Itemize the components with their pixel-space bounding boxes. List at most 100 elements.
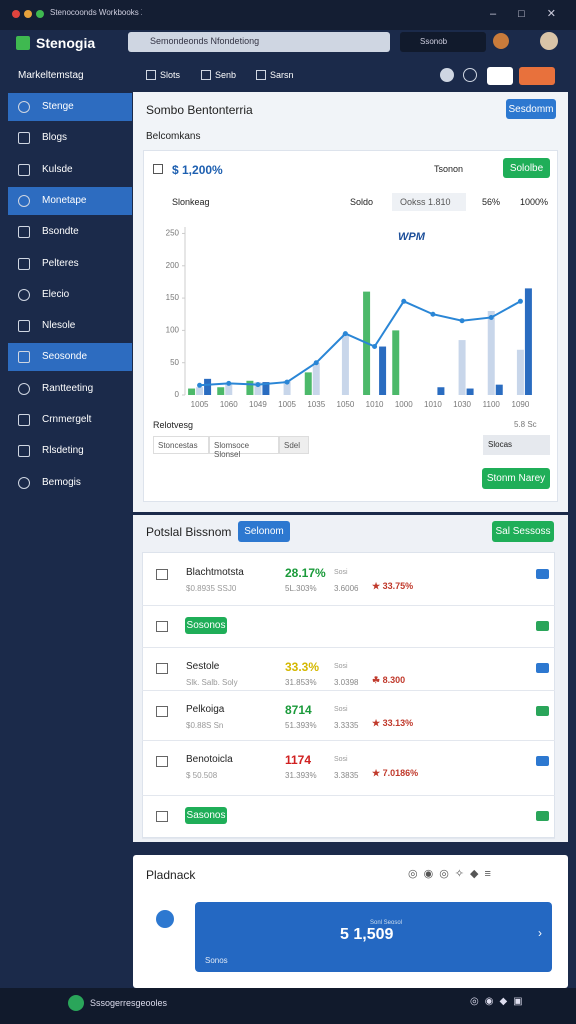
input[interactable]: Stoncestas: [153, 436, 209, 454]
x-tick-label: 1000: [395, 400, 413, 409]
window-dot[interactable]: [24, 10, 32, 18]
toolbar-button[interactable]: [487, 67, 513, 85]
row-col: Sosi: [334, 569, 348, 576]
row-stat: ★ 33.75%: [372, 581, 414, 591]
submit-button[interactable]: Stonm Narey: [482, 468, 550, 489]
row-check[interactable]: [536, 811, 549, 821]
range[interactable]: Ookss 1.810: [392, 193, 466, 211]
workspace-select[interactable]: Markeltemstag: [18, 70, 84, 81]
chart-annotation: WPM: [398, 231, 426, 243]
toolbar-item[interactable]: Senb: [215, 70, 237, 80]
title-bar: [0, 0, 576, 30]
zoom[interactable]: 56%: [482, 197, 501, 207]
row-check[interactable]: [536, 756, 549, 766]
line-point: [342, 331, 348, 337]
zoom-max[interactable]: 1000%: [520, 197, 549, 207]
y-tick-label: 100: [166, 325, 180, 334]
bar: [204, 378, 212, 395]
bar: [392, 330, 400, 395]
sidebar-item[interactable]: Pelteres: [42, 257, 79, 269]
sidebar-item[interactable]: Stenge: [42, 101, 74, 112]
row-check[interactable]: [536, 663, 549, 673]
window-dot[interactable]: [12, 10, 20, 18]
sidebar-item[interactable]: Seosonde: [42, 351, 88, 363]
row-check[interactable]: [536, 706, 549, 716]
browser-tab[interactable]: Stenocoonds Workbooks X: [50, 8, 142, 17]
portfolio-tab[interactable]: Selonom: [238, 521, 290, 542]
row-icon: [156, 663, 168, 674]
feedback-next[interactable]: ›: [538, 926, 542, 940]
overview-button[interactable]: Sesdomm: [506, 99, 556, 119]
sidebar-item[interactable]: Nlesole: [42, 320, 76, 332]
row-name[interactable]: Sestole: [186, 661, 220, 672]
bar: [283, 380, 291, 395]
row-name[interactable]: Pelkoiga: [186, 704, 225, 715]
feedback-value: 5 1,509: [340, 926, 394, 943]
avatar[interactable]: [493, 33, 509, 49]
sidebar-item[interactable]: Elecio: [42, 288, 70, 300]
toolbar-icon: [146, 70, 156, 80]
toolbar-item[interactable]: Sarsn: [270, 70, 294, 80]
search-box[interactable]: Semondeonds Nfondetiong: [128, 32, 390, 52]
account[interactable]: Ssonob: [400, 32, 486, 52]
window-controls[interactable]: –□✕: [490, 8, 576, 20]
line-point: [517, 298, 523, 304]
feedback-caption: Sonos: [205, 956, 228, 965]
sidebar-active: [8, 343, 132, 372]
row-check[interactable]: [536, 569, 549, 579]
input[interactable]: Sdel: [279, 436, 309, 454]
row-check[interactable]: [536, 621, 549, 631]
toolbar-button[interactable]: [463, 68, 477, 82]
action-button[interactable]: Sololbe: [503, 158, 550, 178]
x-tick-label: 1100: [483, 400, 501, 409]
x-tick-label: 1030: [453, 400, 471, 409]
feedback-title: Pladnack: [146, 868, 196, 882]
toolbar-icon: [201, 70, 211, 80]
toolbar-button[interactable]: [519, 67, 555, 85]
feedback-icons[interactable]: ◎◉◎✧◆≡: [408, 868, 497, 880]
sidebar-item[interactable]: Rlsdeting: [42, 445, 84, 457]
taskbar-icons[interactable]: ◎◉◆▣: [470, 996, 529, 1007]
toolbar-item[interactable]: Slots: [160, 70, 181, 80]
row-icon: [156, 756, 168, 767]
row-name[interactable]: Blachtmotsta: [186, 567, 244, 578]
sidebar-item[interactable]: Bemogis: [42, 476, 81, 488]
row-col: Sosi: [334, 663, 348, 670]
line-point: [372, 344, 378, 350]
toggle[interactable]: Soldo: [350, 197, 374, 207]
feedback-icon[interactable]: [156, 910, 174, 928]
line-point: [430, 311, 436, 317]
sidebar-icon: [18, 445, 30, 458]
x-tick-label: 1005: [278, 400, 296, 409]
sidebar-item[interactable]: Bsondte: [42, 226, 79, 238]
sidebar-item[interactable]: Blogs: [42, 132, 68, 144]
sidebar-item[interactable]: Crnmergelt: [42, 414, 92, 425]
sidebar-icon: [18, 476, 30, 489]
line-point: [284, 379, 290, 385]
row-badge[interactable]: Sosonos: [185, 617, 227, 634]
portfolio-action[interactable]: Sal Sessoss: [492, 521, 554, 542]
sidebar-item[interactable]: Kulsde: [42, 163, 73, 175]
filter[interactable]: Tsonon: [434, 164, 464, 174]
x-tick-label: 1060: [220, 400, 238, 409]
row-badge[interactable]: Sasonos: [185, 807, 227, 824]
bar: [262, 382, 270, 395]
x-tick-label: 1049: [249, 400, 267, 409]
y-tick-label: 250: [166, 229, 180, 238]
row-col-sub: 3.0398: [334, 678, 359, 687]
sidebar-item[interactable]: Monetape: [42, 194, 87, 206]
toolbar-button[interactable]: [440, 68, 454, 82]
taskbar-status-icon[interactable]: [68, 995, 84, 1011]
input[interactable]: Slomsoce Slonsel: [209, 436, 279, 459]
row-col-sub: 3.3335: [334, 721, 359, 730]
row-name[interactable]: Benotoicla: [186, 754, 233, 765]
select[interactable]: Slocas: [483, 435, 550, 455]
sidebar-icon: [18, 101, 30, 113]
taskbar-status[interactable]: Sssogerresgeooles: [90, 998, 168, 1008]
y-tick-label: 150: [166, 293, 180, 302]
avatar[interactable]: [540, 32, 558, 50]
sidebar-item[interactable]: Rantteeting: [42, 382, 94, 394]
window-dot[interactable]: [36, 10, 44, 18]
row-stat: ★ 7.0186%: [372, 768, 419, 778]
y-tick-label: 0: [175, 390, 180, 399]
